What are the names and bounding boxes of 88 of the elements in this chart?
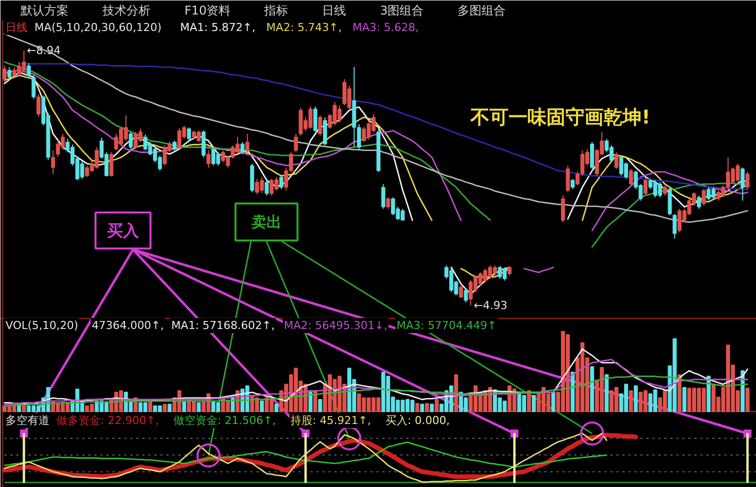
bar: [318, 399, 322, 412]
candlestick: [7, 66, 12, 81]
bar: [162, 404, 167, 412]
candlestick: [702, 188, 706, 206]
candlestick: [109, 152, 114, 177]
chart-title: 日线: [6, 21, 28, 34]
text: 指标: [263, 4, 288, 18]
bar: [434, 399, 439, 412]
text: 3图组合: [380, 4, 424, 18]
legend-title: MA(5,10,20,30,60,120): [34, 21, 162, 34]
candlestick: [128, 131, 133, 150]
bar: [260, 400, 264, 412]
candlestick: [240, 142, 244, 155]
candlestick: [458, 285, 463, 298]
annotation: 47364.000↑,: [92, 319, 164, 332]
text: 不可一味固守画乾坤!: [470, 106, 650, 128]
annotation: 买入: [107, 221, 140, 240]
candlestick: [590, 142, 594, 170]
text: 日线: [322, 4, 346, 18]
candlestick: [386, 196, 390, 210]
bar: [22, 405, 26, 412]
bar: [628, 390, 633, 412]
candlestick: [560, 194, 565, 223]
bar: [430, 404, 434, 412]
text: 做多资金: 22.900↑,: [56, 414, 159, 427]
legend-title: VOL(5,10,20): [6, 319, 78, 332]
candlestick: [740, 167, 745, 202]
series-label: 持股: 45.921↑,: [290, 414, 371, 427]
bar: [745, 388, 750, 412]
candlestick: [51, 150, 56, 174]
annotation: 卖出: [252, 213, 282, 231]
candlestick: [313, 106, 318, 132]
candlestick: [206, 150, 210, 168]
bar: [590, 366, 594, 412]
candlestick: [202, 130, 206, 158]
text: ←4.93: [474, 299, 508, 312]
bar: [196, 402, 201, 412]
candlestick: [172, 140, 176, 151]
candlestick: [26, 62, 31, 78]
text: MA2: 56495.301↓,: [284, 319, 388, 332]
bar: [634, 385, 638, 412]
chart-title: 多空有道: [6, 414, 50, 427]
bar: [740, 370, 745, 412]
candlestick: [614, 152, 618, 170]
text: MA1: 57168.602↑,: [171, 319, 275, 332]
candlestick: [187, 126, 192, 142]
text: MA1: 5.872↑,: [180, 21, 256, 34]
candlestick: [464, 288, 468, 303]
bar: [570, 372, 575, 412]
bar: [454, 374, 458, 412]
candlestick: [508, 266, 512, 276]
text: 多图组合: [457, 4, 506, 18]
text: F10资料: [184, 4, 231, 18]
candlestick: [570, 178, 575, 190]
text: 技术分析: [102, 4, 150, 18]
candlestick: [672, 213, 677, 240]
bar: [532, 395, 536, 412]
bar: [682, 387, 686, 412]
candlestick: [264, 180, 269, 196]
text: MA3: 5.628,: [352, 21, 419, 34]
candlestick: [746, 171, 750, 190]
candlestick: [644, 178, 648, 196]
text: 买入: 0.000,: [386, 414, 450, 427]
candlestick: [2, 65, 6, 83]
candlestick: [32, 74, 36, 100]
candlestick: [381, 184, 386, 210]
bar: [420, 404, 424, 412]
bar: [168, 404, 172, 412]
candlestick: [566, 165, 570, 193]
text: MA3: 57704.449↑: [396, 319, 496, 332]
candlestick: [628, 168, 633, 186]
bar: [706, 376, 711, 412]
candlestick: [662, 184, 667, 196]
text: 做空资金: 21.506↑,: [174, 414, 276, 427]
candlestick: [245, 133, 250, 153]
bar: [274, 404, 278, 412]
text: 默认方案: [20, 4, 68, 18]
bar: [415, 403, 420, 412]
text: MA2: 5.743↑,: [266, 21, 342, 34]
bar: [424, 403, 429, 412]
candlestick: [294, 133, 298, 153]
bar: [551, 392, 556, 412]
candlestick: [323, 116, 328, 146]
candlestick: [279, 175, 284, 190]
bar: [604, 374, 609, 412]
candlestick: [318, 114, 322, 136]
candlestick: [696, 194, 701, 210]
candlestick: [36, 94, 40, 118]
